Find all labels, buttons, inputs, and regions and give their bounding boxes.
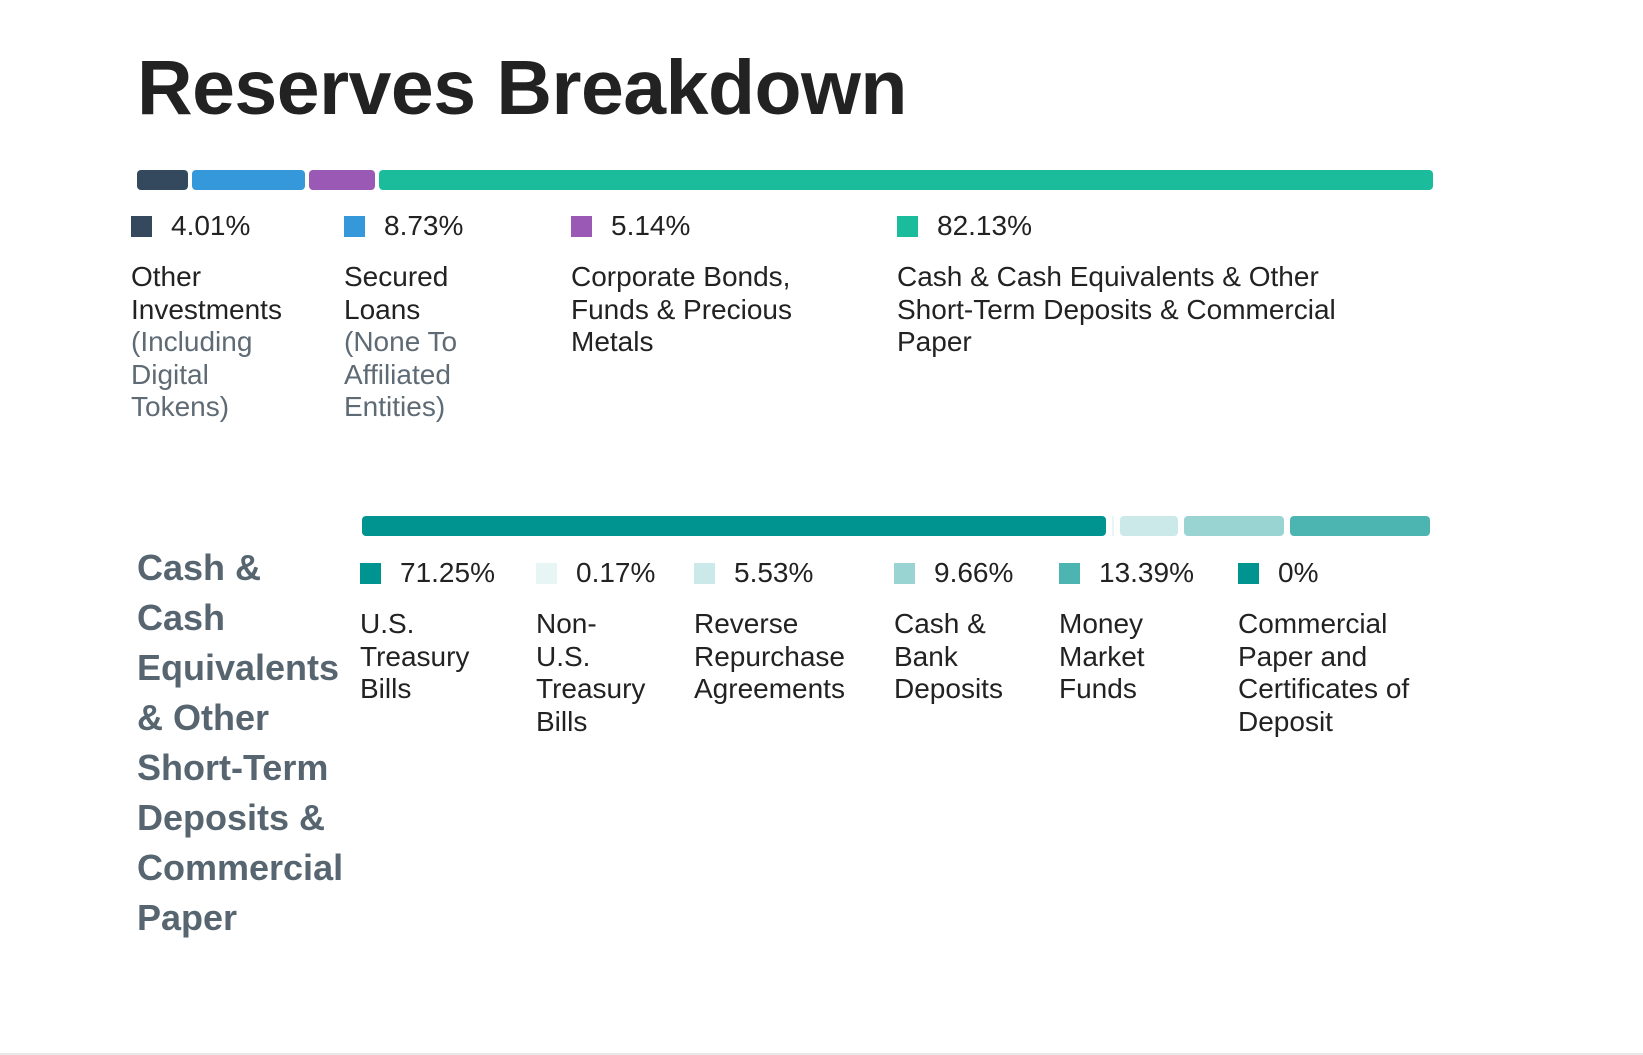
legend-item-reverse-repo: 5.53% Reverse Repurchase Agreements: [694, 555, 864, 706]
bar-segment-reverse-repurchase-agreements: [1119, 516, 1178, 536]
legend-label: Secured Loans (None To Affiliated Entiti…: [344, 261, 484, 424]
bar-segment-cash-cash-equivalents-other-short-term-deposits-commercial-paper: [378, 170, 1433, 190]
legend-label: Non-U.S. Treasury Bills: [536, 608, 646, 737]
legend-item-other-investments: 4.01% Other Investments (Including Digit…: [131, 208, 311, 424]
legend-swatch: [694, 562, 715, 584]
legend-item-commercial-paper: 0% Commercial Paper and Certificates of …: [1238, 555, 1413, 738]
legend-value: 4.01%: [171, 210, 251, 241]
legend-item-cash-equivalents: 82.13% Cash & Cash Equivalents & Other S…: [897, 208, 1367, 359]
bar-segment-u-s-treasury-bills: [362, 516, 1106, 536]
bar-segment-other-investments: [137, 170, 189, 190]
bar-segment-secured-loans: [192, 170, 305, 190]
legend-value: 5.14%: [611, 210, 691, 241]
legend-swatch: [897, 215, 918, 237]
legend-value: 5.53%: [734, 557, 814, 588]
legend-label: Other Investments (Including Digital Tok…: [131, 261, 311, 424]
legend-value: 8.73%: [384, 210, 464, 241]
legend-value: 71.25%: [400, 557, 495, 588]
legend-swatch: [360, 562, 381, 584]
bar-segment-money-market-funds: [1290, 516, 1431, 536]
legend-label: U.S. Treasury Bills: [360, 608, 470, 704]
section-title-cash-equivalents: Cash & Cash Equivalents & Other Short-Te…: [137, 547, 344, 938]
legend-sublabel: (None To Affiliated Entities): [344, 326, 458, 422]
reserves-stacked-bar: [137, 170, 1433, 190]
bar-segment-corporate-bonds-funds-precious-metals: [308, 170, 375, 190]
cash-breakdown-stacked-bar: [362, 516, 1431, 536]
bar-segment-non-u-s-treasury-bills: [1111, 516, 1114, 536]
legend-item-secured-loans: 8.73% Secured Loans (None To Affiliated …: [344, 208, 484, 424]
legend-item-money-market-funds: 13.39% Money Market Funds: [1059, 555, 1209, 706]
legend-label: Commercial Paper and Certificates of Dep…: [1238, 608, 1410, 737]
legend-value: 0%: [1278, 557, 1319, 588]
legend-value: 9.66%: [934, 557, 1014, 588]
legend-sublabel: (Including Digital Tokens): [131, 326, 253, 422]
legend-swatch: [894, 562, 915, 584]
legend-item-cash-bank-deposits: 9.66% Cash & Bank Deposits: [894, 555, 1029, 706]
legend-swatch: [536, 562, 557, 584]
legend-swatch: [131, 215, 152, 237]
legend-label: Corporate Bonds, Funds & Precious Metals: [571, 261, 792, 357]
page-title: Reserves Breakdown: [137, 45, 907, 131]
legend-item-us-treasury-bills: 71.25% U.S. Treasury Bills: [360, 555, 510, 706]
legend-value: 0.17%: [576, 557, 656, 588]
bar-segment-cash-bank-deposits: [1183, 516, 1285, 536]
legend-value: 13.39%: [1099, 557, 1194, 588]
legend-swatch: [344, 215, 365, 237]
bottom-divider: [0, 1053, 1643, 1055]
legend-value: 82.13%: [937, 210, 1032, 241]
legend-label: Reverse Repurchase Agreements: [694, 608, 845, 704]
legend-label: Cash & Cash Equivalents & Other Short-Te…: [897, 261, 1336, 357]
legend-swatch: [1059, 562, 1080, 584]
legend-swatch: [1238, 562, 1259, 584]
legend-label: Cash & Bank Deposits: [894, 608, 1003, 704]
legend-item-corporate-bonds: 5.14% Corporate Bonds, Funds & Precious …: [571, 208, 841, 359]
legend-label: Money Market Funds: [1059, 608, 1145, 704]
legend-item-non-us-treasury-bills: 0.17% Non-U.S. Treasury Bills: [536, 555, 676, 738]
legend-swatch: [571, 215, 592, 237]
